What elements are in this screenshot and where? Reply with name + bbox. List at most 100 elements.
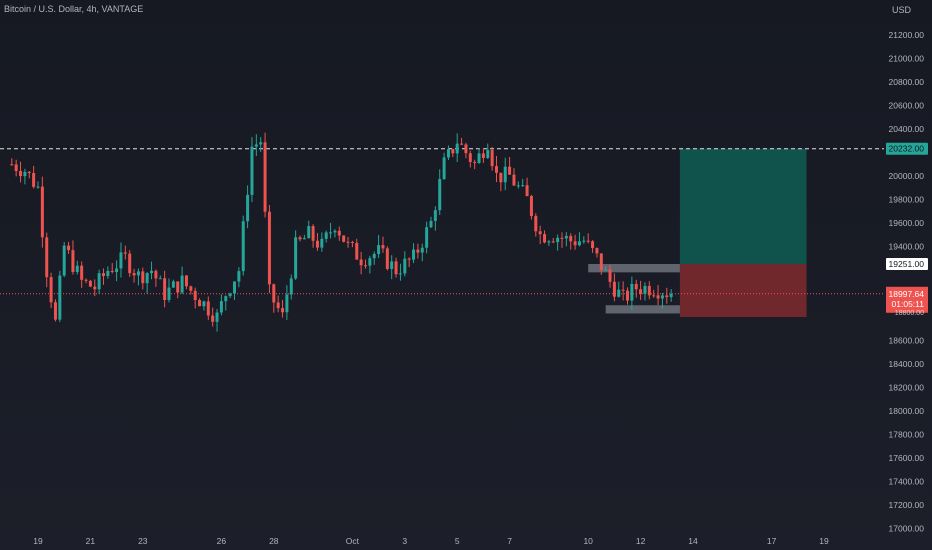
candle-body[interactable] [237, 271, 241, 282]
candle-body[interactable] [438, 179, 442, 211]
candle-body[interactable] [97, 273, 101, 290]
candle-body[interactable] [420, 247, 424, 253]
candle-body[interactable] [184, 275, 188, 287]
candle-body[interactable] [525, 185, 529, 197]
stop-loss-zone[interactable] [679, 264, 807, 317]
candle-body[interactable] [80, 265, 84, 280]
candle-body[interactable] [241, 221, 245, 272]
candle-body[interactable] [577, 241, 581, 246]
candle-body[interactable] [276, 302, 280, 309]
candle-body[interactable] [569, 235, 573, 242]
candle-body[interactable] [573, 241, 577, 246]
candle-body[interactable] [285, 294, 289, 313]
candle-body[interactable] [75, 265, 79, 273]
candle-body[interactable] [84, 279, 88, 281]
candle-body[interactable] [604, 269, 608, 271]
candle-body[interactable] [355, 242, 359, 260]
candle-body[interactable] [198, 300, 202, 307]
candle-body[interactable] [473, 161, 477, 163]
candle-body[interactable] [40, 186, 44, 238]
candle-body[interactable] [490, 150, 494, 167]
candle-body[interactable] [45, 237, 49, 278]
candle-body[interactable] [311, 226, 315, 241]
candle-body[interactable] [342, 235, 346, 242]
candle-body[interactable] [656, 295, 660, 299]
candle-body[interactable] [176, 281, 180, 293]
candle-body[interactable] [145, 273, 149, 284]
candle-body[interactable] [132, 273, 136, 276]
candle-body[interactable] [294, 237, 298, 279]
candle-body[interactable] [529, 196, 533, 217]
candle-body[interactable] [626, 290, 629, 301]
candle-body[interactable] [394, 261, 398, 275]
candle-body[interactable] [486, 150, 490, 158]
candle-body[interactable] [71, 250, 75, 273]
currency-label[interactable]: USD [892, 5, 912, 15]
candle-body[interactable] [246, 194, 250, 222]
candle-body[interactable] [359, 259, 363, 266]
candle-body[interactable] [634, 283, 638, 290]
candle-body[interactable] [167, 287, 171, 300]
candle-body[interactable] [315, 240, 319, 248]
candle-body[interactable] [289, 278, 293, 295]
candle-body[interactable] [464, 144, 468, 154]
candle-body[interactable] [660, 295, 664, 299]
candle-body[interactable] [298, 237, 302, 240]
candle-body[interactable] [551, 241, 555, 243]
candle-body[interactable] [150, 270, 154, 274]
candle-body[interactable] [329, 232, 333, 234]
candle-body[interactable] [259, 142, 263, 145]
candle-body[interactable] [346, 241, 350, 243]
candle-body[interactable] [154, 270, 158, 279]
candle-body[interactable] [407, 258, 411, 260]
candle-body[interactable] [36, 186, 40, 188]
candle-body[interactable] [416, 249, 420, 253]
candle-body[interactable] [433, 210, 437, 221]
candle-body[interactable] [442, 157, 446, 180]
candle-body[interactable] [665, 295, 669, 298]
candle-body[interactable] [110, 270, 114, 273]
candle-body[interactable] [669, 293, 673, 298]
candle-body[interactable] [460, 143, 464, 145]
candle-body[interactable] [58, 275, 62, 320]
candle-body[interactable] [350, 241, 354, 243]
candle-body[interactable] [451, 149, 455, 154]
candle-body[interactable] [477, 153, 481, 163]
candle-body[interactable] [377, 245, 381, 254]
candle-body[interactable] [62, 245, 66, 276]
candle-body[interactable] [516, 185, 520, 187]
candle-body[interactable] [639, 289, 643, 294]
candle-body[interactable] [267, 211, 271, 285]
candle-body[interactable] [586, 240, 590, 242]
candle-body[interactable] [560, 237, 564, 239]
candle-body[interactable] [202, 301, 206, 307]
candle-body[interactable] [337, 230, 341, 236]
candle-body[interactable] [123, 252, 127, 254]
candle-body[interactable] [364, 265, 367, 267]
candle-body[interactable] [630, 283, 634, 301]
candle-body[interactable] [333, 230, 337, 233]
candle-body[interactable] [643, 285, 647, 294]
candle-body[interactable] [115, 268, 119, 273]
candle-body[interactable] [158, 278, 162, 280]
candle-body[interactable] [652, 295, 656, 297]
candle-body[interactable] [499, 172, 503, 183]
candle-body[interactable] [119, 252, 123, 269]
candle-body[interactable] [556, 237, 560, 243]
candle-body[interactable] [320, 238, 324, 248]
candle-body[interactable] [67, 245, 71, 251]
candle-body[interactable] [206, 301, 210, 316]
candle-body[interactable] [595, 248, 599, 254]
candle-body[interactable] [180, 275, 184, 293]
candle-body[interactable] [211, 315, 215, 322]
candle-body[interactable] [591, 241, 595, 249]
candle-body[interactable] [446, 149, 450, 158]
candle-body[interactable] [543, 234, 547, 243]
candle-body[interactable] [254, 144, 258, 147]
candle-body[interactable] [224, 296, 228, 302]
candle-body[interactable] [233, 281, 236, 294]
candle-body[interactable] [193, 290, 197, 301]
candle-body[interactable] [53, 302, 57, 320]
candle-body[interactable] [106, 270, 110, 276]
candle-body[interactable] [534, 216, 538, 232]
